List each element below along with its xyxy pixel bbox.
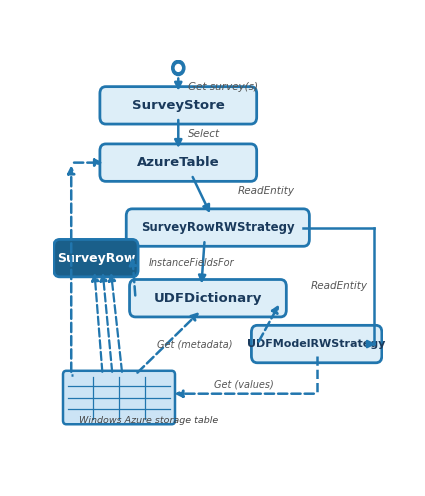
FancyBboxPatch shape xyxy=(54,240,138,277)
Text: ReadEntity: ReadEntity xyxy=(238,186,295,196)
FancyBboxPatch shape xyxy=(63,371,175,424)
FancyBboxPatch shape xyxy=(100,144,257,182)
Text: AzureTable: AzureTable xyxy=(137,156,220,169)
Text: UDFDictionary: UDFDictionary xyxy=(154,292,262,305)
FancyBboxPatch shape xyxy=(130,280,286,317)
Text: SurveyRowRWStrategy: SurveyRowRWStrategy xyxy=(141,221,295,234)
Text: Get (values): Get (values) xyxy=(214,379,274,389)
FancyBboxPatch shape xyxy=(252,325,382,363)
Text: Select: Select xyxy=(188,129,220,139)
Circle shape xyxy=(176,64,181,71)
Text: InstanceFieldsFor: InstanceFieldsFor xyxy=(149,258,234,268)
FancyBboxPatch shape xyxy=(126,209,309,247)
Text: UDFModelRWStrategy: UDFModelRWStrategy xyxy=(247,339,386,349)
Text: SurveyRow: SurveyRow xyxy=(57,251,135,265)
Text: ReadEntity: ReadEntity xyxy=(311,281,368,291)
Text: Windows Azure storage table: Windows Azure storage table xyxy=(79,416,219,425)
Text: Get survey(s): Get survey(s) xyxy=(188,82,258,92)
Text: Get (metadata): Get (metadata) xyxy=(157,339,232,349)
FancyBboxPatch shape xyxy=(100,87,257,124)
Text: SurveyStore: SurveyStore xyxy=(132,99,225,112)
Circle shape xyxy=(172,61,185,75)
